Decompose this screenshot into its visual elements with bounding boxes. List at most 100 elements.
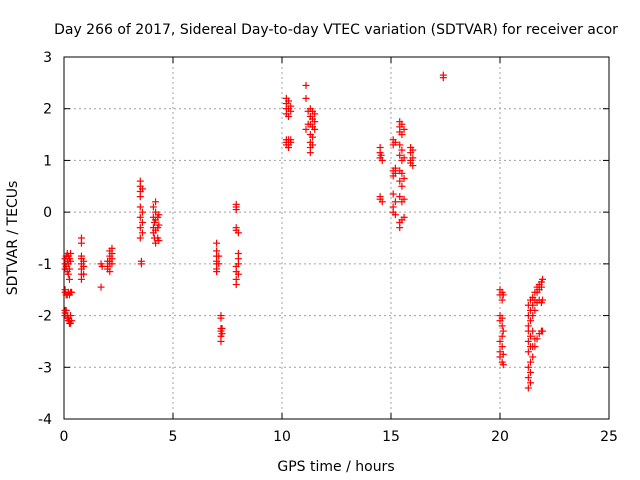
data-point bbox=[498, 314, 506, 322]
data-point bbox=[524, 374, 532, 382]
data-point bbox=[97, 283, 105, 291]
data-point bbox=[136, 213, 144, 221]
data-point bbox=[213, 268, 221, 276]
data-point bbox=[400, 195, 408, 203]
data-point bbox=[391, 138, 399, 146]
data-point bbox=[398, 169, 406, 177]
data-point bbox=[155, 221, 163, 229]
data-point bbox=[287, 107, 295, 115]
grid bbox=[64, 57, 609, 419]
data-point bbox=[524, 322, 532, 330]
data-point bbox=[77, 239, 85, 247]
data-point bbox=[499, 350, 507, 358]
data-point bbox=[398, 146, 406, 154]
y-tick-label: -3 bbox=[38, 360, 52, 376]
data-point bbox=[64, 270, 72, 278]
data-point bbox=[391, 169, 399, 177]
data-point bbox=[529, 312, 537, 320]
x-tick-label: 15 bbox=[382, 429, 400, 445]
data-point bbox=[400, 175, 408, 183]
data-point bbox=[149, 203, 157, 211]
data-point bbox=[217, 337, 225, 345]
data-point bbox=[400, 154, 408, 162]
data-point bbox=[539, 296, 547, 304]
data-points bbox=[61, 71, 547, 392]
data-point bbox=[531, 306, 539, 314]
data-point bbox=[391, 211, 399, 219]
data-point bbox=[68, 288, 76, 296]
data-point bbox=[499, 291, 507, 299]
data-point bbox=[215, 252, 223, 260]
data-point bbox=[533, 335, 541, 343]
data-point bbox=[527, 368, 535, 376]
data-point bbox=[531, 343, 539, 351]
data-point bbox=[218, 330, 226, 338]
data-point bbox=[409, 146, 417, 154]
data-point bbox=[302, 94, 310, 102]
data-point bbox=[232, 281, 240, 289]
data-point bbox=[396, 224, 404, 232]
data-point bbox=[396, 151, 404, 159]
data-point bbox=[137, 260, 145, 268]
y-tick-label: 0 bbox=[43, 205, 52, 221]
y-axis-label: SDTVAR / TECUs bbox=[5, 181, 21, 296]
data-point bbox=[378, 156, 386, 164]
data-point bbox=[138, 208, 146, 216]
x-axis-label: GPS time / hours bbox=[277, 459, 394, 475]
y-tick-label: -2 bbox=[38, 309, 52, 325]
data-point bbox=[377, 151, 385, 159]
data-point bbox=[62, 306, 70, 314]
data-point bbox=[400, 125, 408, 133]
data-point bbox=[309, 141, 317, 149]
data-point bbox=[524, 348, 532, 356]
data-point bbox=[529, 353, 537, 361]
data-point bbox=[232, 206, 240, 214]
data-point bbox=[527, 358, 535, 366]
data-point bbox=[311, 110, 319, 118]
data-point bbox=[136, 193, 144, 201]
data-point bbox=[152, 198, 160, 206]
data-point bbox=[136, 234, 144, 242]
x-tick-label: 25 bbox=[600, 429, 618, 445]
data-point bbox=[108, 260, 116, 268]
data-point bbox=[396, 177, 404, 185]
data-point bbox=[213, 239, 221, 247]
data-point bbox=[306, 149, 314, 157]
data-point bbox=[498, 332, 506, 340]
data-point bbox=[234, 260, 242, 268]
data-point bbox=[409, 162, 417, 170]
x-tick-label: 0 bbox=[60, 429, 69, 445]
data-point bbox=[499, 361, 507, 369]
data-point bbox=[136, 203, 144, 211]
data-point bbox=[524, 384, 532, 392]
data-point bbox=[138, 229, 146, 237]
chart-title: Day 266 of 2017, Sidereal Day-to-day VTE… bbox=[54, 22, 618, 38]
data-point bbox=[217, 314, 225, 322]
data-point bbox=[396, 193, 404, 201]
data-point bbox=[67, 312, 75, 320]
data-point bbox=[234, 270, 242, 278]
data-point bbox=[285, 112, 293, 120]
data-point bbox=[65, 265, 73, 273]
data-point bbox=[396, 141, 404, 149]
data-point bbox=[378, 198, 386, 206]
data-point bbox=[234, 229, 242, 237]
data-point bbox=[539, 327, 547, 335]
data-point bbox=[496, 337, 504, 345]
data-point bbox=[67, 257, 75, 265]
data-point bbox=[311, 125, 319, 133]
x-tick-label: 20 bbox=[491, 429, 509, 445]
y-tick-label: 3 bbox=[43, 50, 52, 66]
data-point bbox=[285, 144, 293, 151]
data-point bbox=[68, 317, 76, 325]
data-point bbox=[302, 125, 310, 133]
data-point bbox=[138, 218, 146, 226]
data-point bbox=[80, 262, 88, 270]
data-point bbox=[309, 133, 317, 141]
data-point bbox=[155, 211, 163, 219]
data-point bbox=[539, 275, 547, 283]
data-point bbox=[106, 268, 114, 276]
y-tick-label: -4 bbox=[38, 412, 52, 428]
data-point bbox=[529, 301, 537, 309]
